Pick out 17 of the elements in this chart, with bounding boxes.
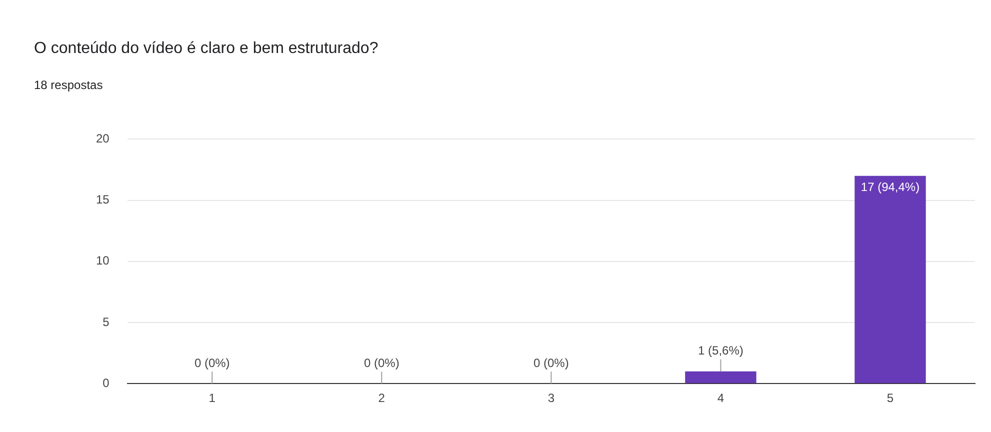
y-tick-label: 20 <box>96 132 110 146</box>
data-label: 1 (5,6%) <box>698 344 744 358</box>
y-tick-label: 0 <box>102 376 110 390</box>
y-tick-label: 10 <box>96 254 110 268</box>
data-label: 0 (0%) <box>194 356 230 370</box>
chart-subtitle: 18 respostas <box>33 77 104 92</box>
x-tick-label: 4 <box>717 391 724 406</box>
x-tick-label: 5 <box>886 391 894 406</box>
x-tick-label: 2 <box>378 391 386 406</box>
y-tick-label: 15 <box>96 192 110 207</box>
chart-title: O conteúdo do vídeo é claro e bem estruturado? <box>33 39 380 58</box>
data-label: 17 (94,4%) <box>860 180 920 194</box>
x-tick-label: 3 <box>548 391 555 406</box>
data-label: 0 (0%) <box>364 356 400 370</box>
data-label: 0 (0%) <box>534 356 569 370</box>
y-tick-label: 5 <box>102 314 110 329</box>
x-tick-label: 1 <box>208 391 216 406</box>
